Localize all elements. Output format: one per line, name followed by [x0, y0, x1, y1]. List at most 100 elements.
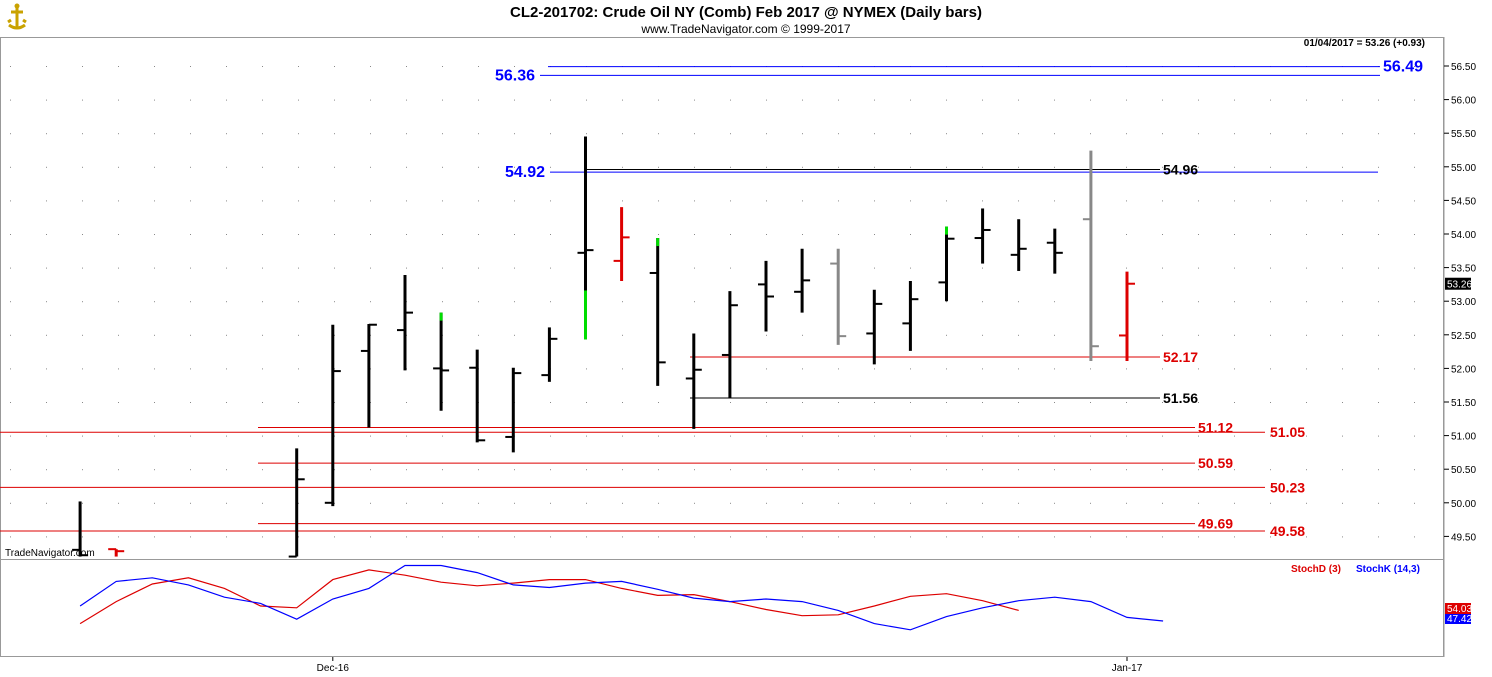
grid-dot — [1198, 402, 1199, 403]
grid-dot — [298, 334, 299, 336]
grid-dot — [154, 301, 155, 303]
grid-dot — [586, 402, 587, 403]
grid-dot — [118, 234, 119, 235]
grid-dot — [82, 334, 83, 336]
grid-dot — [1198, 334, 1199, 336]
grid-dot — [766, 402, 767, 403]
grid-dot — [1342, 166, 1343, 168]
grid-dot — [1342, 402, 1343, 403]
grid-dot — [1342, 133, 1343, 135]
grid-dot — [946, 469, 947, 471]
grid-dot — [586, 536, 587, 538]
grid-dot — [262, 301, 263, 303]
grid-dot — [118, 301, 119, 303]
grid-dot — [334, 200, 335, 202]
grid-dot — [10, 469, 11, 471]
grid-dot — [406, 267, 407, 269]
grid-dot — [1414, 200, 1415, 202]
grid-dot — [622, 166, 623, 168]
grid-dot — [46, 267, 47, 269]
grid-dot — [1054, 334, 1055, 336]
grid-dot — [46, 502, 47, 504]
grid-dot — [586, 435, 587, 437]
grid-dot — [514, 99, 515, 101]
grid-dot — [298, 267, 299, 269]
grid-dot — [298, 435, 299, 437]
grid-dot — [694, 133, 695, 135]
grid-dot — [1090, 536, 1091, 538]
grid-dot — [190, 502, 191, 504]
grid-dot — [298, 66, 299, 67]
grid-dot — [118, 99, 119, 101]
grid-dot — [82, 166, 83, 168]
grid-dot — [1414, 99, 1415, 101]
grid-dot — [46, 99, 47, 101]
grid-dot — [262, 368, 263, 370]
grid-dot — [370, 502, 371, 504]
grid-dot — [1126, 133, 1127, 135]
grid-dot — [406, 402, 407, 403]
y-tick-label: 50.00 — [1451, 499, 1476, 510]
grid-dot — [334, 402, 335, 403]
grid-dot — [1378, 435, 1379, 437]
y-tick-label: 50.50 — [1451, 465, 1476, 476]
grid-dot — [226, 402, 227, 403]
stoch-k-legend: StochK (14,3) — [1356, 564, 1420, 575]
grid-dot — [1234, 402, 1235, 403]
grid-dot — [1306, 536, 1307, 538]
grid-dot — [1414, 435, 1415, 437]
grid-dot — [442, 99, 443, 101]
grid-dot — [982, 267, 983, 269]
grid-dot — [1126, 502, 1127, 504]
grid-dot — [730, 267, 731, 269]
grid-dot — [874, 402, 875, 403]
grid-dot — [10, 166, 11, 168]
grid-dot — [478, 234, 479, 235]
grid-dot — [1198, 234, 1199, 235]
grid-dot — [154, 368, 155, 370]
grid-dot — [1162, 234, 1163, 235]
grid-dot — [442, 435, 443, 437]
grid-dot — [1234, 166, 1235, 168]
grid-dot — [154, 267, 155, 269]
grid-dot — [874, 502, 875, 504]
level-label: 50.59 — [1198, 455, 1233, 471]
grid-dot — [1126, 234, 1127, 235]
grid-dot — [946, 200, 947, 202]
grid-dot — [370, 435, 371, 437]
grid-dot — [298, 99, 299, 101]
stoch-k-line — [79, 564, 1164, 631]
grid-dot — [1090, 469, 1091, 471]
grid-dot — [334, 66, 335, 67]
grid-dot — [550, 469, 551, 471]
grid-dot — [622, 133, 623, 135]
grid-dot — [982, 301, 983, 303]
grid-dot — [946, 334, 947, 336]
grid-dot — [370, 368, 371, 370]
grid-dot — [154, 200, 155, 202]
grid-dot — [82, 200, 83, 202]
y-tick-label: 55.50 — [1451, 129, 1476, 140]
grid-dot — [1234, 133, 1235, 135]
grid-dot — [730, 502, 731, 504]
grid-dot — [658, 469, 659, 471]
grid-dot — [1306, 435, 1307, 437]
grid-dot — [1198, 133, 1199, 135]
y-tick-label: 54.00 — [1451, 230, 1476, 241]
grid-dot — [622, 402, 623, 403]
grid-dot — [298, 234, 299, 235]
grid-dot — [694, 234, 695, 235]
grid-dot — [910, 200, 911, 202]
grid-dot — [1306, 469, 1307, 471]
grid-dot — [262, 234, 263, 235]
grid-dot — [1270, 301, 1271, 303]
grid-dot — [46, 166, 47, 168]
grid-dot — [1018, 301, 1019, 303]
grid-dot — [190, 402, 191, 403]
grid-dot — [298, 402, 299, 403]
grid-dot — [1126, 200, 1127, 202]
grid-dot — [1198, 469, 1199, 471]
grid-dot — [622, 469, 623, 471]
